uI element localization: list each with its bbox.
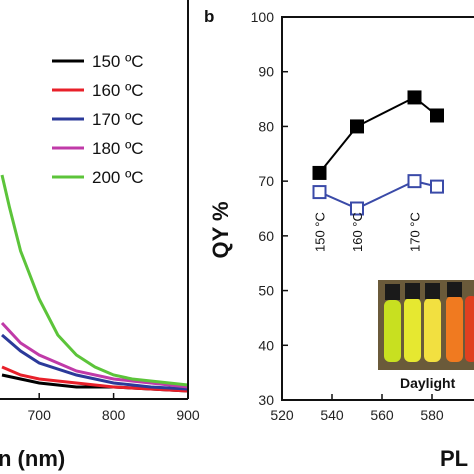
panel-b-y-tick-label: 30 <box>258 392 274 408</box>
panel-b-series <box>312 90 444 216</box>
panel-a-legend-label: 160 ºC <box>92 81 144 100</box>
panel-b-plot-frame <box>281 16 474 401</box>
panel-b-series-1-marker <box>312 165 327 180</box>
panel-b-x-tick-label: 540 <box>320 407 344 423</box>
vial-cap-4 <box>447 282 462 297</box>
photo-caption: Daylight <box>400 375 456 391</box>
panel-b-series-2-marker <box>430 179 444 194</box>
panel-b-series-2-marker <box>312 185 327 200</box>
panel-a-legend-label: 170 ºC <box>92 110 144 129</box>
panel-b-series-2-marker <box>407 174 422 189</box>
caption-strip <box>378 370 474 394</box>
vial-red <box>465 296 474 362</box>
panel-b-series-1-line <box>318 96 438 174</box>
panel-b-y-tick-label: 60 <box>258 228 274 244</box>
panel-b-series-2-marker <box>350 201 364 216</box>
panel-b-y-axis-title: QY % <box>208 201 233 258</box>
panel-b-y-tick-label: 70 <box>258 173 274 189</box>
panel-a-emission-spectra: 700 800 900 150 ºC 160 ºC 170 ºC 180 ºC 200 ºC… <box>0 0 200 471</box>
vial-cap-2 <box>405 283 420 299</box>
panel-b-series-2-line <box>319 180 438 210</box>
panel-b-x-tick-label: 520 <box>270 407 294 423</box>
panel-b-y-tick-label: 90 <box>258 64 274 80</box>
panel-b-series-1-marker <box>407 90 422 105</box>
panel-a-x-axis-title: n (nm) <box>0 446 65 471</box>
vial-cap-1 <box>385 284 400 300</box>
panel-a-x-tick-label: 900 <box>176 407 200 423</box>
vial-light-yellow <box>424 298 441 362</box>
panel-b-y-tick-label: 40 <box>258 337 274 353</box>
panel-a-series-2 <box>1 365 189 393</box>
panel-b-temperature-label: 170 °C <box>408 212 423 252</box>
panel-b-temperature-label: 150 °C <box>313 212 328 252</box>
panel-b-x-tick-label: 560 <box>370 407 394 423</box>
panel-b-temperature-labels: 150 °C 160 °C 170 °C <box>313 212 423 252</box>
daylight-photo-inset: Daylight <box>378 280 474 394</box>
panel-b-y-tick-label: 80 <box>258 118 274 134</box>
panel-a-legend-label: 200 ºC <box>92 168 144 187</box>
panel-b-series-1-marker <box>430 108 444 123</box>
vial-yellow-green <box>384 300 401 362</box>
vial-orange <box>446 296 463 362</box>
panel-b-y-tick-label: 100 <box>251 9 275 25</box>
vial-yellow <box>404 298 421 362</box>
panel-a-series-3 <box>1 333 189 391</box>
panel-a-legend-label: 150 ºC <box>92 52 144 71</box>
panel-b-temperature-label: 160 °C <box>350 212 365 252</box>
panel-b-quantum-yield: b QY % Daylight 30 40 50 60 70 80 90 100 520 540 5… <box>204 7 474 471</box>
panel-b-y-tick-label: 50 <box>258 283 274 299</box>
panel-a-series-4 <box>0 321 189 389</box>
panel-a-ticks: 700 800 900 <box>28 393 200 423</box>
panel-a-x-tick-label: 700 <box>28 407 52 423</box>
panel-b-label: b <box>204 7 214 26</box>
panel-b-series-1-marker <box>350 119 364 134</box>
panel-a-series-5 <box>0 174 189 387</box>
panel-b-x-axis-title: PL <box>440 446 468 471</box>
panel-a-legend: 150 ºC 160 ºC 170 ºC 180 ºC 200 ºC <box>52 52 144 187</box>
panel-a-x-tick-label: 800 <box>102 407 126 423</box>
panel-b-x-tick-label: 580 <box>420 407 444 423</box>
vial-cap-3 <box>425 283 440 299</box>
panel-a-series <box>0 174 189 393</box>
panel-a-legend-label: 180 ºC <box>92 139 144 158</box>
